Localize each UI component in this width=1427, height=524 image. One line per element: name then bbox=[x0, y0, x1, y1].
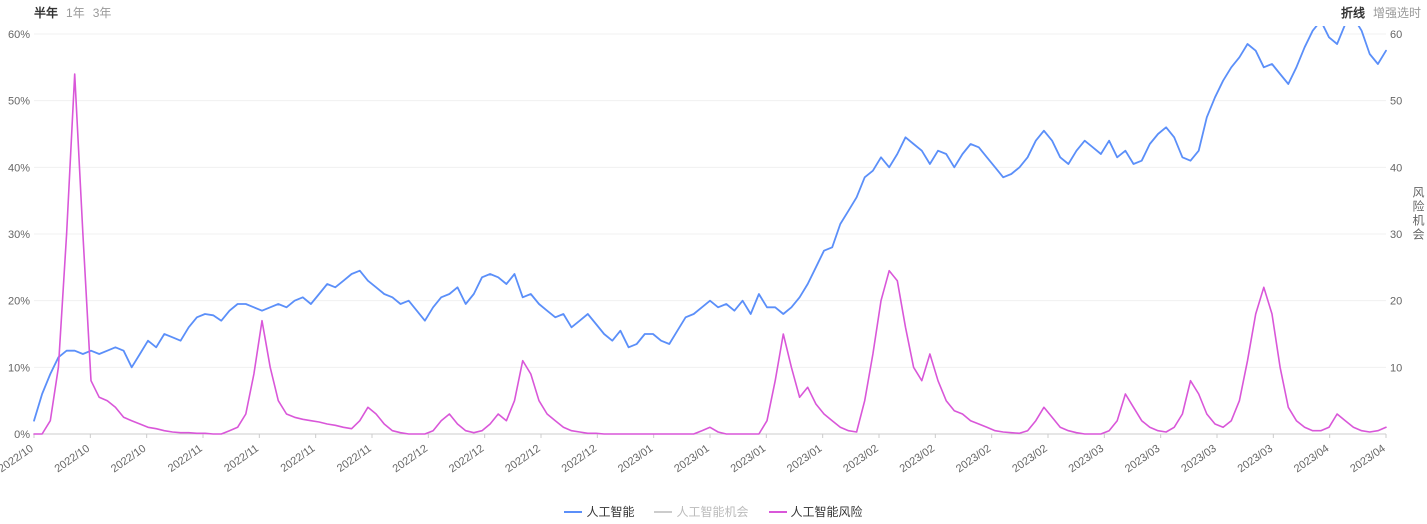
svg-text:2022/11: 2022/11 bbox=[335, 443, 374, 475]
legend-label: 人工智能 bbox=[586, 503, 634, 520]
svg-text:2022/11: 2022/11 bbox=[279, 443, 318, 475]
svg-text:2022/12: 2022/12 bbox=[391, 443, 430, 476]
legend-label: 人工智能风险 bbox=[791, 503, 863, 520]
svg-text:10%: 10% bbox=[8, 362, 30, 374]
chart-type-controls: 折线增强选时 bbox=[1341, 4, 1421, 21]
time-range-controls: 半年 1年 3年 bbox=[34, 4, 111, 21]
svg-text:2023/01: 2023/01 bbox=[785, 443, 824, 476]
svg-text:2022/11: 2022/11 bbox=[166, 443, 205, 475]
svg-text:50: 50 bbox=[1390, 96, 1402, 108]
svg-text:2023/01: 2023/01 bbox=[729, 443, 768, 476]
svg-text:2023/03: 2023/03 bbox=[1067, 443, 1106, 476]
legend-swatch bbox=[654, 511, 672, 513]
svg-text:60%: 60% bbox=[8, 29, 30, 41]
svg-text:2023/04: 2023/04 bbox=[1292, 443, 1331, 476]
legend-label: 人工智能机会 bbox=[676, 503, 748, 520]
svg-text:20: 20 bbox=[1390, 296, 1402, 308]
type-button-0[interactable]: 折线 bbox=[1341, 4, 1365, 21]
svg-text:2023/04: 2023/04 bbox=[1348, 443, 1387, 476]
svg-text:60: 60 bbox=[1390, 29, 1402, 41]
legend-item-1[interactable]: 人工智能机会 bbox=[654, 503, 748, 520]
svg-text:30%: 30% bbox=[8, 229, 30, 241]
right-axis-label: 风险机会 bbox=[1410, 186, 1427, 242]
svg-text:30: 30 bbox=[1390, 229, 1402, 241]
legend-item-0[interactable]: 人工智能 bbox=[564, 503, 634, 520]
series-risk bbox=[34, 74, 1386, 434]
range-button-0[interactable]: 半年 bbox=[34, 4, 58, 21]
legend-item-2[interactable]: 人工智能风险 bbox=[769, 503, 863, 520]
svg-text:2022/12: 2022/12 bbox=[447, 443, 486, 476]
range-button-1[interactable]: 1年 bbox=[66, 4, 85, 21]
svg-text:2023/01: 2023/01 bbox=[672, 443, 711, 476]
svg-text:2023/02: 2023/02 bbox=[898, 443, 937, 476]
svg-text:2023/03: 2023/03 bbox=[1179, 443, 1218, 476]
svg-text:2022/10: 2022/10 bbox=[53, 443, 92, 476]
svg-text:2023/02: 2023/02 bbox=[841, 443, 880, 476]
legend-swatch bbox=[564, 511, 582, 513]
svg-text:2023/03: 2023/03 bbox=[1236, 443, 1275, 476]
svg-text:2022/12: 2022/12 bbox=[503, 443, 542, 476]
svg-text:2022/10: 2022/10 bbox=[0, 443, 36, 476]
svg-text:2023/03: 2023/03 bbox=[1123, 443, 1162, 476]
svg-text:40%: 40% bbox=[8, 162, 30, 174]
svg-text:2022/10: 2022/10 bbox=[109, 443, 148, 476]
svg-text:2022/11: 2022/11 bbox=[222, 443, 261, 475]
range-button-2[interactable]: 3年 bbox=[93, 4, 112, 21]
svg-text:20%: 20% bbox=[8, 296, 30, 308]
svg-text:2023/02: 2023/02 bbox=[954, 443, 993, 476]
svg-text:2023/01: 2023/01 bbox=[616, 443, 655, 476]
chart-container: 0% 10% 20% 30% 40% 50% 60% 10 20 30 40 50 60 2022/10 2… bbox=[0, 26, 1427, 486]
svg-text:0%: 0% bbox=[14, 429, 30, 441]
chart-legend: 人工智能 人工智能机会 人工智能风险 bbox=[0, 502, 1427, 521]
svg-text:10: 10 bbox=[1390, 362, 1402, 374]
svg-text:40: 40 bbox=[1390, 162, 1402, 174]
legend-swatch bbox=[769, 511, 787, 513]
svg-text:2023/02: 2023/02 bbox=[1010, 443, 1049, 476]
svg-text:2022/12: 2022/12 bbox=[560, 443, 599, 476]
type-button-1[interactable]: 增强选时 bbox=[1373, 4, 1421, 21]
series-ai bbox=[34, 26, 1386, 421]
line-chart: 0% 10% 20% 30% 40% 50% 60% 10 20 30 40 50 60 2022/10 2… bbox=[0, 26, 1427, 486]
svg-text:50%: 50% bbox=[8, 96, 30, 108]
